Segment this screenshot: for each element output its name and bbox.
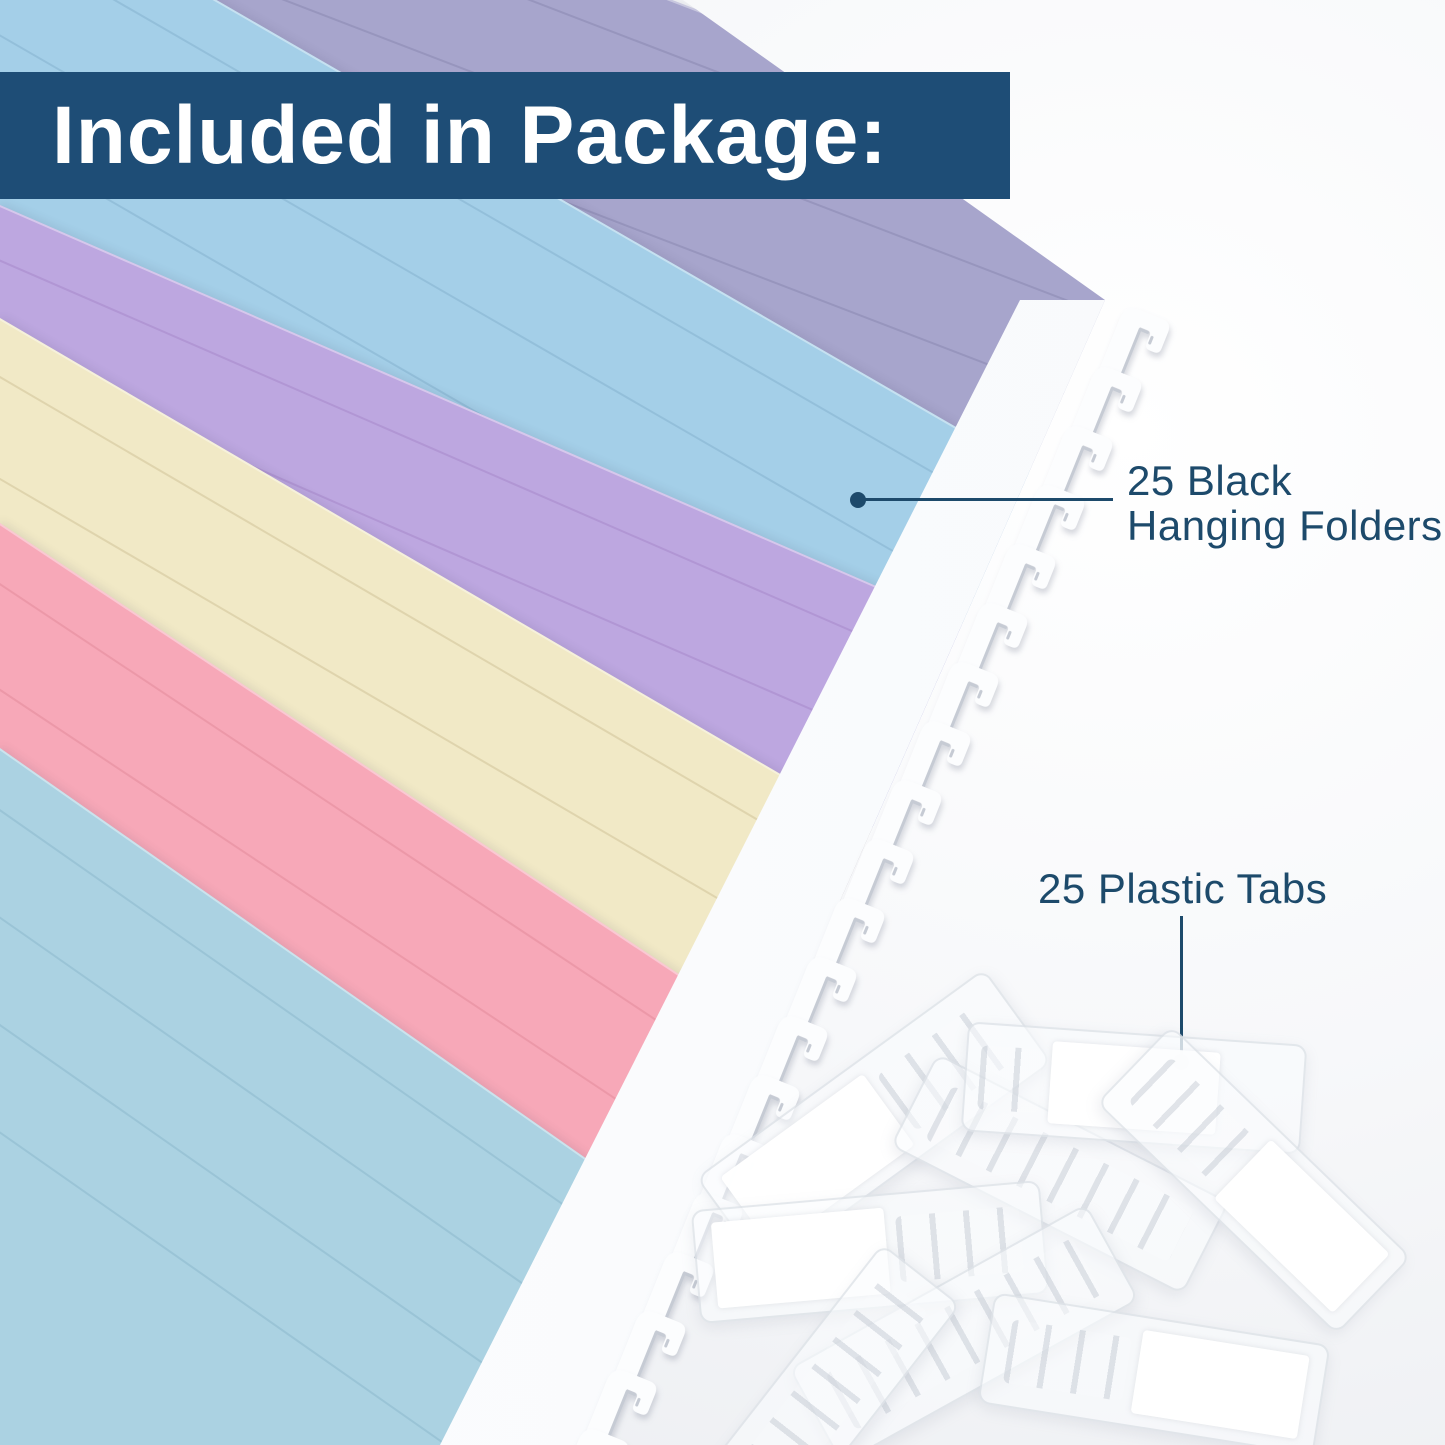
leader-line-folders: [858, 498, 1113, 501]
hanging-rail-hook: [893, 709, 980, 806]
tab-comb-ribs: [977, 1045, 1043, 1114]
annotation-tabs-label: 25 Plastic Tabs: [1038, 866, 1327, 911]
banner-title: Included in Package:: [52, 89, 888, 181]
hanging-rail-hook: [750, 1004, 837, 1101]
hanging-rail-hook: [779, 945, 866, 1042]
annotation-folders-line1: 25 Black: [1127, 457, 1293, 504]
annotation-folders-line2: Hanging Folders: [1127, 502, 1443, 549]
annotation-folders-label: 25 Black Hanging Folders: [1127, 458, 1443, 548]
hanging-rail-hook: [608, 1299, 695, 1396]
plastic-tab: [977, 1292, 1331, 1445]
tab-label-insert: [1130, 1329, 1310, 1440]
hanging-rail-hook: [1007, 473, 1094, 570]
hanging-rail-hook: [1035, 414, 1122, 511]
hanging-rail-hook: [836, 827, 923, 924]
header-banner: Included in Package:: [0, 72, 1010, 199]
hanging-rail-hook: [950, 591, 1037, 688]
hanging-rail-hook: [579, 1358, 666, 1445]
tab-comb-ribs: [1002, 1318, 1133, 1402]
hanging-rail-hook: [864, 768, 951, 865]
hanging-rail-hook: [921, 650, 1008, 747]
tab-label-insert: [1213, 1139, 1389, 1313]
leader-line-tabs: [1180, 916, 1183, 1056]
annotation-tabs-line1: 25 Plastic Tabs: [1038, 865, 1328, 912]
leader-dot-folders: [850, 492, 866, 508]
hanging-rail-hook: [978, 532, 1065, 629]
hanging-rail-hook: [1064, 355, 1151, 452]
hanging-rail-hook: [807, 886, 894, 983]
hanging-rail-hook: [1092, 296, 1179, 393]
